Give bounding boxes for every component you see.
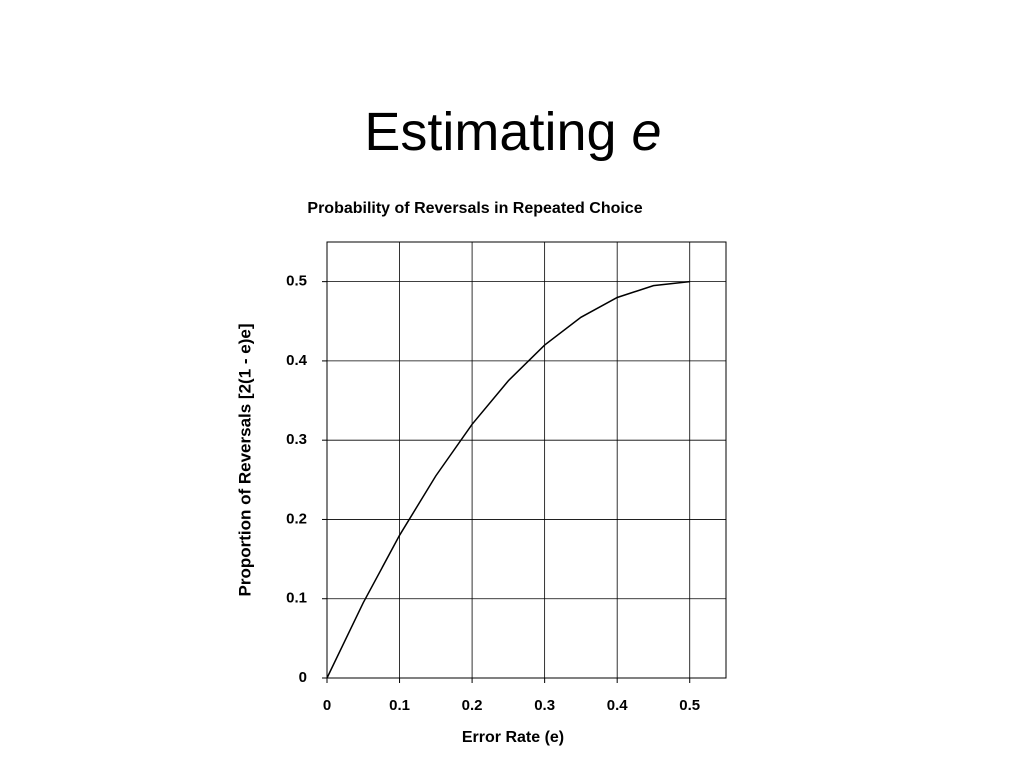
slide-title: Estimating e [364, 102, 661, 162]
data-line [326, 280, 690, 679]
y-tick-label: 0.3 [286, 431, 307, 448]
x-tick-label: 0.1 [389, 697, 410, 714]
y-tick-label: 0.2 [286, 510, 307, 527]
slide-title-emphasis: e [632, 102, 662, 162]
x-tick-label: 0.4 [607, 697, 629, 714]
plot-area [326, 241, 727, 679]
x-tick-label: 0.2 [462, 697, 483, 714]
chart-title: Probability of Reversals in Repeated Cho… [307, 200, 642, 217]
y-axis-label: Proportion of Reversals [2(1 - e)e] [235, 323, 254, 596]
x-tick-label: 0.3 [534, 697, 555, 714]
x-tick-label: 0.5 [679, 697, 700, 714]
x-axis-label: Error Rate (e) [462, 729, 564, 746]
y-tick-label: 0 [299, 669, 307, 686]
x-tick-label: 0 [323, 697, 331, 714]
y-tick-label: 0.4 [286, 352, 308, 369]
y-tick-label: 0.1 [286, 590, 307, 607]
y-tick-label: 0.5 [286, 273, 307, 290]
slide-title-text: Estimating [364, 102, 616, 162]
